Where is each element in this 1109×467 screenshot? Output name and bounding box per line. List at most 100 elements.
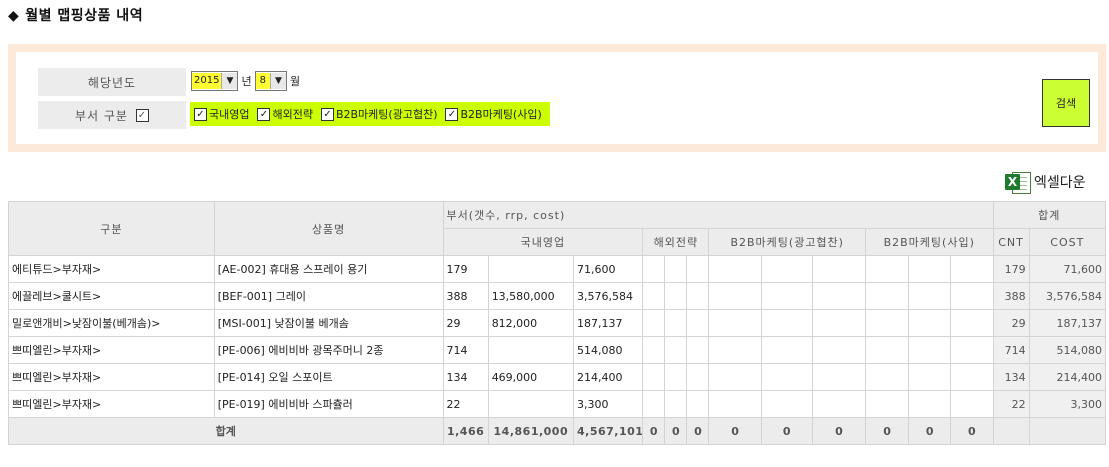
header-dept-group: 부서(갯수, rrp, cost) xyxy=(442,201,994,229)
dept-option-b2b-purchase[interactable]: ✓ B2B마케팅(사입) xyxy=(445,106,542,122)
dept-label: 부서 구분 xyxy=(75,108,128,123)
total-overseas-cost: 0 xyxy=(686,417,710,445)
cell-count: 22 xyxy=(442,390,489,418)
header-dept-overseas: 해외전략 xyxy=(642,228,710,256)
cell-rrp: 13,580,000 xyxy=(487,282,574,310)
header-product: 상품명 xyxy=(213,201,444,256)
cell-product: [PE-019] 에비비바 스파츌러 xyxy=(213,390,444,418)
dept-checkbox[interactable]: ✓ xyxy=(194,107,207,121)
cell-product: [PE-014] 오일 스포이트 xyxy=(213,363,444,391)
total-count: 1,466 xyxy=(442,417,489,445)
cell-cost: 514,080 xyxy=(572,336,644,364)
dept-checkbox[interactable]: ✓ xyxy=(445,107,459,121)
year-label: 해당년도 xyxy=(38,68,186,96)
dept-options: ✓ 국내영업 ✓ 해외전략 ✓ B2B마케팅(광고협찬) ✓ B2B마케팅(사입… xyxy=(190,102,550,126)
cell-total-cnt: 29 xyxy=(992,309,1030,337)
month-select-value: 8 xyxy=(255,73,270,89)
total-b2b-purchase-cost: 0 xyxy=(950,417,994,445)
total-cost: 4,567,101 xyxy=(572,417,644,445)
total-b2b-sponsor-count: 0 xyxy=(708,417,762,445)
cell-total-cost: 514,080 xyxy=(1028,336,1107,364)
cell-total-cnt: 179 xyxy=(992,255,1030,283)
cell-category: 에끌레브>쿨시트> xyxy=(8,282,215,310)
cell-total-cost: 214,400 xyxy=(1028,363,1107,391)
cell-category: 쁘띠엘린>부자재> xyxy=(8,336,215,364)
cell-product: [BEF-001] 그레이 xyxy=(213,282,444,310)
search-button[interactable]: 검색 xyxy=(1042,79,1090,127)
cell-total-cnt: 134 xyxy=(992,363,1030,391)
page-title-text: 월별 맵핑상품 내역 xyxy=(25,8,144,24)
cell-rrp xyxy=(487,255,574,283)
cell-count: 388 xyxy=(442,282,489,310)
cell-cost: 3,300 xyxy=(572,390,644,418)
total-b2b-purchase-count: 0 xyxy=(864,417,910,445)
chevron-down-icon: ▼ xyxy=(269,73,286,89)
cell-rrp: 812,000 xyxy=(487,309,574,337)
year-select[interactable]: 2015 ▼ xyxy=(191,71,239,91)
dept-option-label: 국내영업 xyxy=(209,108,250,121)
cell-cost: 71,600 xyxy=(572,255,644,283)
excel-icon: X xyxy=(1005,170,1031,194)
cell-total-cost: 3,576,584 xyxy=(1028,282,1107,310)
total-rrp: 14,861,000 xyxy=(487,417,574,445)
dept-option-b2b-sponsor[interactable]: ✓ B2B마케팅(광고협찬) xyxy=(320,106,438,122)
page-title: ◆ 월별 맵핑상품 내역 xyxy=(8,5,143,25)
cell-rrp: 469,000 xyxy=(487,363,574,391)
cell-total-cost: 71,600 xyxy=(1028,255,1107,283)
cell-cost: 3,576,584 xyxy=(572,282,644,310)
cell-total-cnt: 714 xyxy=(992,336,1030,364)
cell-product: [PE-006] 에비비바 광목주머니 2종 xyxy=(213,336,444,364)
dept-checkbox[interactable]: ✓ xyxy=(320,107,334,121)
dept-option-domestic[interactable]: ✓ 국내영업 xyxy=(194,106,249,122)
dept-option-label: B2B마케팅(광고협찬) xyxy=(335,108,438,121)
cell-product: [AE-002] 휴대용 스프레이 용기 xyxy=(213,255,444,283)
cell-count: 29 xyxy=(442,309,489,337)
excel-download-button[interactable]: X 엑셀다운 xyxy=(1005,170,1086,194)
dept-option-overseas[interactable]: ✓ 해외전략 xyxy=(257,106,313,122)
header-dept-b2b-sponsor: B2B마케팅(광고협찬) xyxy=(708,228,866,256)
header-dept-domestic: 국내영업 xyxy=(442,228,644,256)
cell-category: 쁘띠엘린>부자재> xyxy=(8,390,215,418)
cell-cost: 214,400 xyxy=(572,363,644,391)
total-row: 합계 1,466 14,861,000 4,567,101 0 0 0 0 0 … xyxy=(8,417,1107,445)
cell-count: 714 xyxy=(442,336,489,364)
dept-all-checkbox[interactable]: ✓ xyxy=(135,108,149,122)
search-panel: 해당년도 2015 ▼ 년 8 ▼ 월 부서 구분 ✓ ✓ 국내영업 ✓ xyxy=(8,44,1106,152)
search-form: 해당년도 2015 ▼ 년 8 ▼ 월 부서 구분 ✓ ✓ 국내영업 ✓ xyxy=(16,52,1098,144)
year-month-selector: 2015 ▼ 년 8 ▼ 월 xyxy=(191,71,300,91)
dept-option-label: 해외전략 xyxy=(272,108,313,121)
table-row: 쁘띠엘린>부자재> [PE-014] 오일 스포이트 134 469,000 2… xyxy=(8,363,1107,391)
total-overseas-rrp: 0 xyxy=(664,417,688,445)
cell-total-cnt: 22 xyxy=(992,390,1030,418)
cell-count: 134 xyxy=(442,363,489,391)
dept-label-cell: 부서 구분 ✓ xyxy=(38,101,186,129)
cell-category: 에티튜드>부자재> xyxy=(8,255,215,283)
cell-total-cnt: 388 xyxy=(992,282,1030,310)
cell-total-cost: 187,137 xyxy=(1028,309,1107,337)
diamond-icon: ◆ xyxy=(8,8,20,24)
header-cnt: CNT xyxy=(992,228,1030,256)
excel-download-label: 엑셀다운 xyxy=(1034,175,1086,191)
mapping-table: 구분 상품명 부서(갯수, rrp, cost) 합계 국내영업 해외전략 B2… xyxy=(8,201,1107,445)
header-total-group: 합계 xyxy=(992,201,1106,229)
cell-rrp xyxy=(487,390,574,418)
header-category: 구분 xyxy=(8,201,215,256)
total-b2b-purchase-rrp: 0 xyxy=(908,417,952,445)
header-dept-b2b-purchase: B2B마케팅(사입) xyxy=(864,228,994,256)
cell-cost: 187,137 xyxy=(572,309,644,337)
year-select-value: 2015 xyxy=(192,73,222,89)
table-row: 밀로앤개비>낮잠이불(베개솜)> [MSI-001] 낮잠이불 베개솜 29 8… xyxy=(8,309,1107,337)
cell-count: 179 xyxy=(442,255,489,283)
dept-checkbox[interactable]: ✓ xyxy=(257,107,271,121)
total-b2b-sponsor-rrp: 0 xyxy=(760,417,813,445)
table-row: 에끌레브>쿨시트> [BEF-001] 그레이 388 13,580,000 3… xyxy=(8,282,1107,310)
cell-category: 쁘띠엘린>부자재> xyxy=(8,363,215,391)
chevron-down-icon: ▼ xyxy=(221,73,238,89)
month-select[interactable]: 8 ▼ xyxy=(254,71,287,91)
cell-total-cost: 3,300 xyxy=(1028,390,1107,418)
dept-option-label: B2B마케팅(사입) xyxy=(460,108,542,121)
cell-product: [MSI-001] 낮잠이불 베개솜 xyxy=(213,309,444,337)
total-overseas-count: 0 xyxy=(642,417,666,445)
table-row: 쁘띠엘린>부자재> [PE-006] 에비비바 광목주머니 2종 714 514… xyxy=(8,336,1107,364)
month-suffix: 월 xyxy=(289,75,301,88)
